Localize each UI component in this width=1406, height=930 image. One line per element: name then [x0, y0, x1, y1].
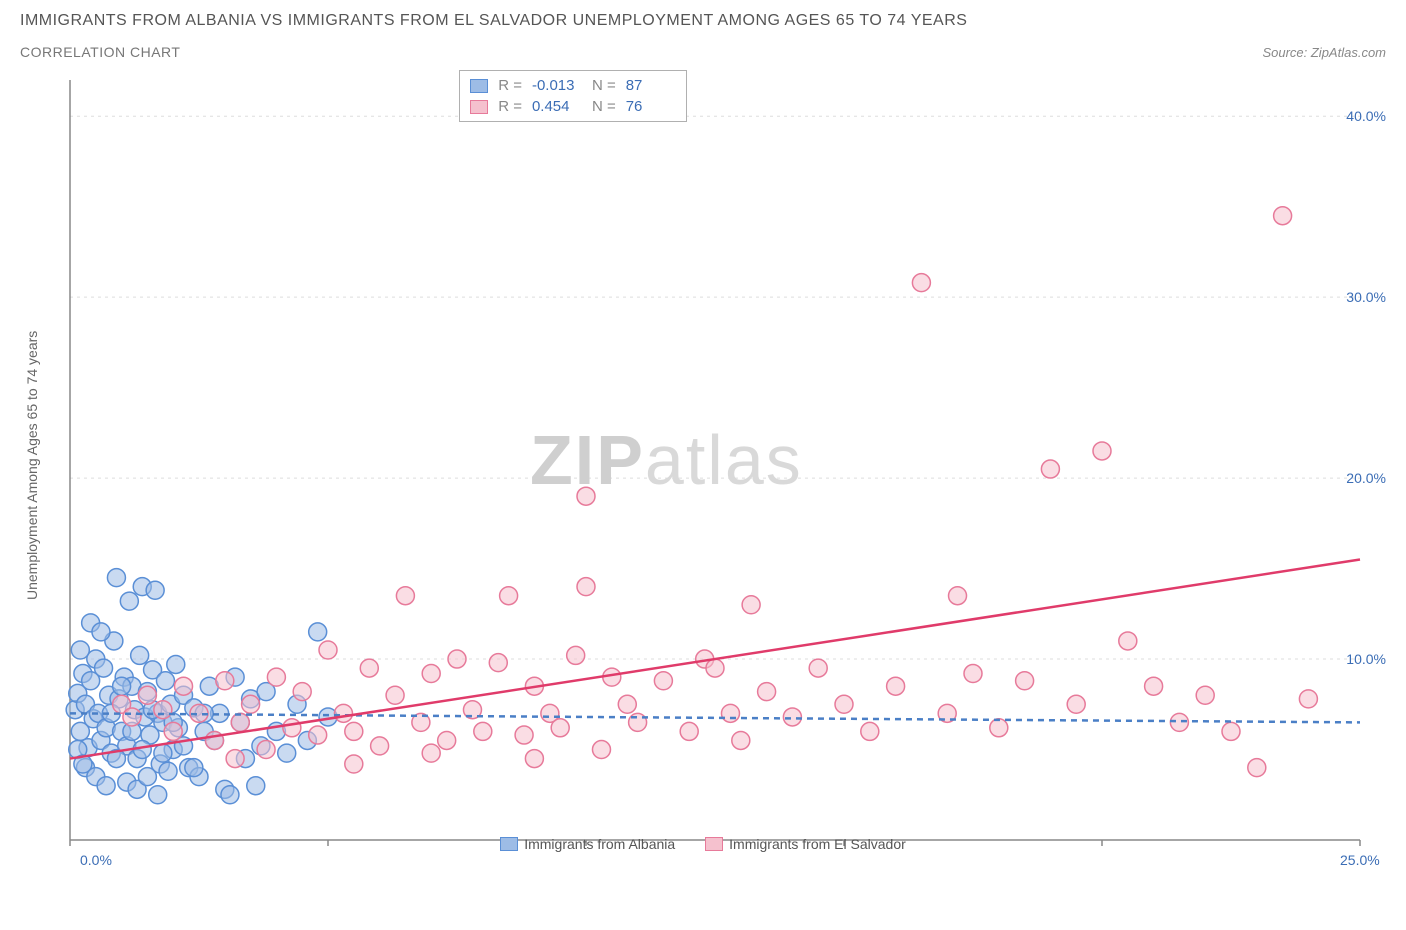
bottom-legend: Immigrants from Albania Immigrants from … [20, 836, 1386, 852]
r-label: R = [498, 77, 522, 94]
y-tick-label: 40.0% [1346, 108, 1386, 124]
subtitle-row: CORRELATION CHART Source: ZipAtlas.com [20, 44, 1386, 60]
x-tick-label: 25.0% [1340, 852, 1380, 868]
y-tick-label: 10.0% [1346, 651, 1386, 667]
legend-swatch-series1 [500, 837, 518, 851]
r-value-series2: 0.454 [532, 98, 582, 115]
y-tick-label: 20.0% [1346, 470, 1386, 486]
n-label: N = [592, 98, 616, 115]
stats-row-series1: R = -0.013 N = 87 [460, 75, 686, 96]
legend-item-series2: Immigrants from El Salvador [705, 836, 906, 852]
r-value-series1: -0.013 [532, 77, 582, 94]
chart-subtitle: CORRELATION CHART [20, 44, 180, 60]
n-value-series2: 76 [626, 98, 676, 115]
swatch-series2 [470, 100, 488, 114]
legend-swatch-series2 [705, 837, 723, 851]
n-label: N = [592, 77, 616, 94]
chart-area: Unemployment Among Ages 65 to 74 years Z… [20, 70, 1386, 860]
y-tick-label: 30.0% [1346, 289, 1386, 305]
x-tick-label: 0.0% [80, 852, 112, 868]
swatch-series1 [470, 79, 488, 93]
source-credit: Source: ZipAtlas.com [1262, 45, 1386, 60]
n-value-series1: 87 [626, 77, 676, 94]
x-axis-labels: 0.0% 25.0% [20, 852, 1386, 874]
stats-row-series2: R = 0.454 N = 76 [460, 96, 686, 117]
r-label: R = [498, 98, 522, 115]
scatter-chart[interactable] [50, 70, 1370, 860]
plot-container: ZIPatlas R = -0.013 N = 87 R = 0.454 N =… [50, 70, 1386, 860]
legend-item-series1: Immigrants from Albania [500, 836, 675, 852]
chart-title: IMMIGRANTS FROM ALBANIA VS IMMIGRANTS FR… [20, 12, 1386, 30]
correlation-stats-box: R = -0.013 N = 87 R = 0.454 N = 76 [459, 70, 687, 122]
y-axis-label: Unemployment Among Ages 65 to 74 years [20, 70, 44, 860]
legend-label-series1: Immigrants from Albania [524, 836, 675, 852]
legend-label-series2: Immigrants from El Salvador [729, 836, 906, 852]
